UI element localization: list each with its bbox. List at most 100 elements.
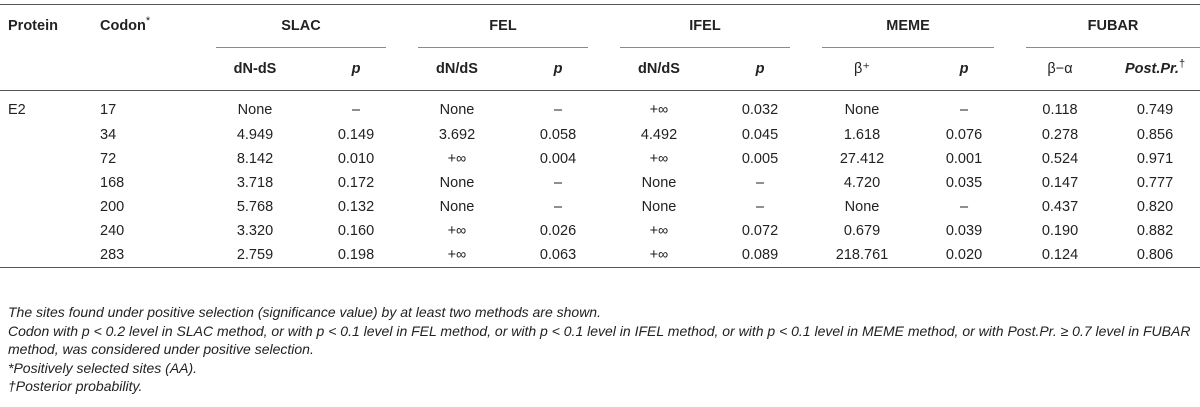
table-footnotes: The sites found under positive selection… bbox=[8, 303, 1194, 396]
header-fel-line: FEL bbox=[418, 5, 588, 48]
cell-ifel-p: – bbox=[755, 175, 765, 191]
cell-codon: 72 bbox=[100, 151, 117, 167]
cell-meme-beta: None bbox=[844, 199, 880, 215]
table-row: E2 17 None – None – +∞ 0.032 None – 0.11… bbox=[0, 91, 1200, 124]
cell-slac-p: – bbox=[351, 102, 361, 118]
cell-fubar-beta-alpha: 0.437 bbox=[1041, 199, 1079, 215]
subheader-slac-p: p bbox=[310, 48, 402, 91]
cell-meme-beta: 218.761 bbox=[806, 243, 918, 268]
cell-ifel-dnds: None bbox=[641, 175, 677, 191]
cell-meme-beta: 4.720 bbox=[843, 175, 881, 191]
footnote-dagger: †Posterior probability. bbox=[8, 378, 143, 394]
header-meme-label: MEME bbox=[886, 18, 930, 34]
cell-fel-dnds: +∞ bbox=[402, 243, 512, 268]
header-slac-line: SLAC bbox=[216, 5, 386, 48]
cell-codon: 240 bbox=[100, 223, 125, 239]
subheader-meme-beta: β⁺ bbox=[806, 48, 918, 91]
cell-fubar-postpr: 0.856 bbox=[1136, 127, 1174, 143]
cell-ifel-p: – bbox=[755, 199, 765, 215]
cell-protein bbox=[0, 123, 100, 147]
cell-fubar-beta-alpha: 0.124 bbox=[1010, 243, 1110, 268]
header-protein: Protein bbox=[0, 4, 100, 48]
cell-slac-dnds: 3.320 bbox=[236, 223, 274, 239]
cell-fubar-postpr: 0.777 bbox=[1136, 175, 1174, 191]
subheader-fubar-postpr-label: Post.Pr. bbox=[1124, 61, 1179, 77]
cell-fubar-beta-alpha: 0.524 bbox=[1041, 151, 1079, 167]
cell-fel-dnds: +∞ bbox=[447, 151, 467, 167]
subheader-meme-p: p bbox=[918, 48, 1010, 91]
header-codon-label: Codon bbox=[100, 18, 146, 34]
cell-ifel-dnds: +∞ bbox=[649, 102, 669, 118]
cell-ifel-p: 0.089 bbox=[714, 243, 806, 268]
cell-fel-dnds: None bbox=[439, 102, 475, 118]
subheader-row: dN-dS p dN/dS p dN/dS p β⁺ p β−α Post.Pr… bbox=[0, 48, 1200, 91]
cell-protein: E2 bbox=[8, 102, 26, 118]
cell-ifel-p: 0.045 bbox=[741, 127, 779, 143]
cell-slac-dnds: 5.768 bbox=[236, 199, 274, 215]
subheader-fubar-beta-alpha: β−α bbox=[1010, 48, 1110, 91]
subheader-slac-dnds: dN-dS bbox=[200, 48, 310, 91]
cell-fel-p: 0.058 bbox=[539, 127, 577, 143]
header-fubar: FUBAR bbox=[1010, 4, 1200, 48]
cell-meme-p: – bbox=[959, 199, 969, 215]
cell-fubar-postpr: 0.806 bbox=[1110, 243, 1200, 268]
footnote-sites: The sites found under positive selection… bbox=[8, 304, 601, 320]
cell-protein bbox=[0, 171, 100, 195]
subheader-fubar-postpr: Post.Pr.† bbox=[1110, 48, 1200, 91]
header-group-row: Protein Codon* SLAC FEL IFEL MEME FUBAR bbox=[0, 4, 1200, 48]
subheader-fel-p: p bbox=[512, 48, 604, 91]
cell-protein bbox=[0, 195, 100, 219]
cell-fubar-beta-alpha: 0.190 bbox=[1041, 223, 1079, 239]
cell-fel-p: 0.026 bbox=[539, 223, 577, 239]
cell-slac-p: 0.198 bbox=[310, 243, 402, 268]
header-fubar-line: FUBAR bbox=[1026, 5, 1200, 48]
subheader-ifel-p: p bbox=[714, 48, 806, 91]
cell-meme-p: 0.035 bbox=[945, 175, 983, 191]
cell-meme-p: 0.020 bbox=[918, 243, 1010, 268]
table-row: 200 5.768 0.132 None – None – None – 0.4… bbox=[0, 195, 1200, 219]
cell-meme-beta: None bbox=[844, 102, 880, 118]
cell-ifel-dnds: 4.492 bbox=[640, 127, 678, 143]
cell-meme-p: – bbox=[959, 102, 969, 118]
header-fel-label: FEL bbox=[489, 18, 517, 34]
cell-meme-beta: 0.679 bbox=[843, 223, 881, 239]
subheader-fubar-postpr-mark: † bbox=[1178, 58, 1186, 71]
cell-slac-p: 0.160 bbox=[337, 223, 375, 239]
header-meme-line: MEME bbox=[822, 5, 994, 48]
cell-slac-p: 0.172 bbox=[337, 175, 375, 191]
cell-protein bbox=[0, 219, 100, 243]
cell-meme-p: 0.001 bbox=[945, 151, 983, 167]
cell-fel-dnds: None bbox=[439, 175, 475, 191]
cell-codon: 168 bbox=[100, 175, 125, 191]
header-fel: FEL bbox=[402, 4, 604, 48]
cell-slac-dnds: None bbox=[237, 102, 273, 118]
cell-fel-p: – bbox=[553, 102, 563, 118]
cell-ifel-p: 0.072 bbox=[741, 223, 779, 239]
cell-ifel-dnds: None bbox=[641, 199, 677, 215]
cell-protein bbox=[0, 147, 100, 171]
header-ifel-label: IFEL bbox=[689, 18, 721, 34]
header-ifel: IFEL bbox=[604, 4, 806, 48]
cell-meme-beta: 1.618 bbox=[843, 127, 881, 143]
header-slac-label: SLAC bbox=[281, 18, 321, 34]
cell-ifel-dnds: +∞ bbox=[649, 223, 669, 239]
cell-fel-dnds: +∞ bbox=[447, 223, 467, 239]
footnote-criteria: Codon with p < 0.2 level in SLAC method,… bbox=[8, 322, 1191, 358]
cell-fubar-beta-alpha: 0.147 bbox=[1041, 175, 1079, 191]
cell-meme-p: 0.076 bbox=[945, 127, 983, 143]
table-row: 34 4.949 0.149 3.692 0.058 4.492 0.045 1… bbox=[0, 123, 1200, 147]
subheader-fel-dnds: dN/dS bbox=[402, 48, 512, 91]
cell-fel-p: 0.004 bbox=[539, 151, 577, 167]
cell-fel-dnds: 3.692 bbox=[438, 127, 476, 143]
header-codon-mark: * bbox=[145, 15, 151, 28]
cell-slac-p: 0.132 bbox=[337, 199, 375, 215]
header-slac: SLAC bbox=[200, 4, 402, 48]
table-row: 283 2.759 0.198 +∞ 0.063 +∞ 0.089 218.76… bbox=[0, 243, 1200, 268]
header-fubar-label: FUBAR bbox=[1087, 18, 1139, 34]
cell-meme-p: 0.039 bbox=[945, 223, 983, 239]
cell-meme-beta: 27.412 bbox=[839, 151, 885, 167]
cell-slac-dnds: 8.142 bbox=[236, 151, 274, 167]
cell-ifel-p: 0.032 bbox=[741, 102, 779, 118]
cell-ifel-dnds: +∞ bbox=[649, 151, 669, 167]
cell-slac-p: 0.149 bbox=[337, 127, 375, 143]
